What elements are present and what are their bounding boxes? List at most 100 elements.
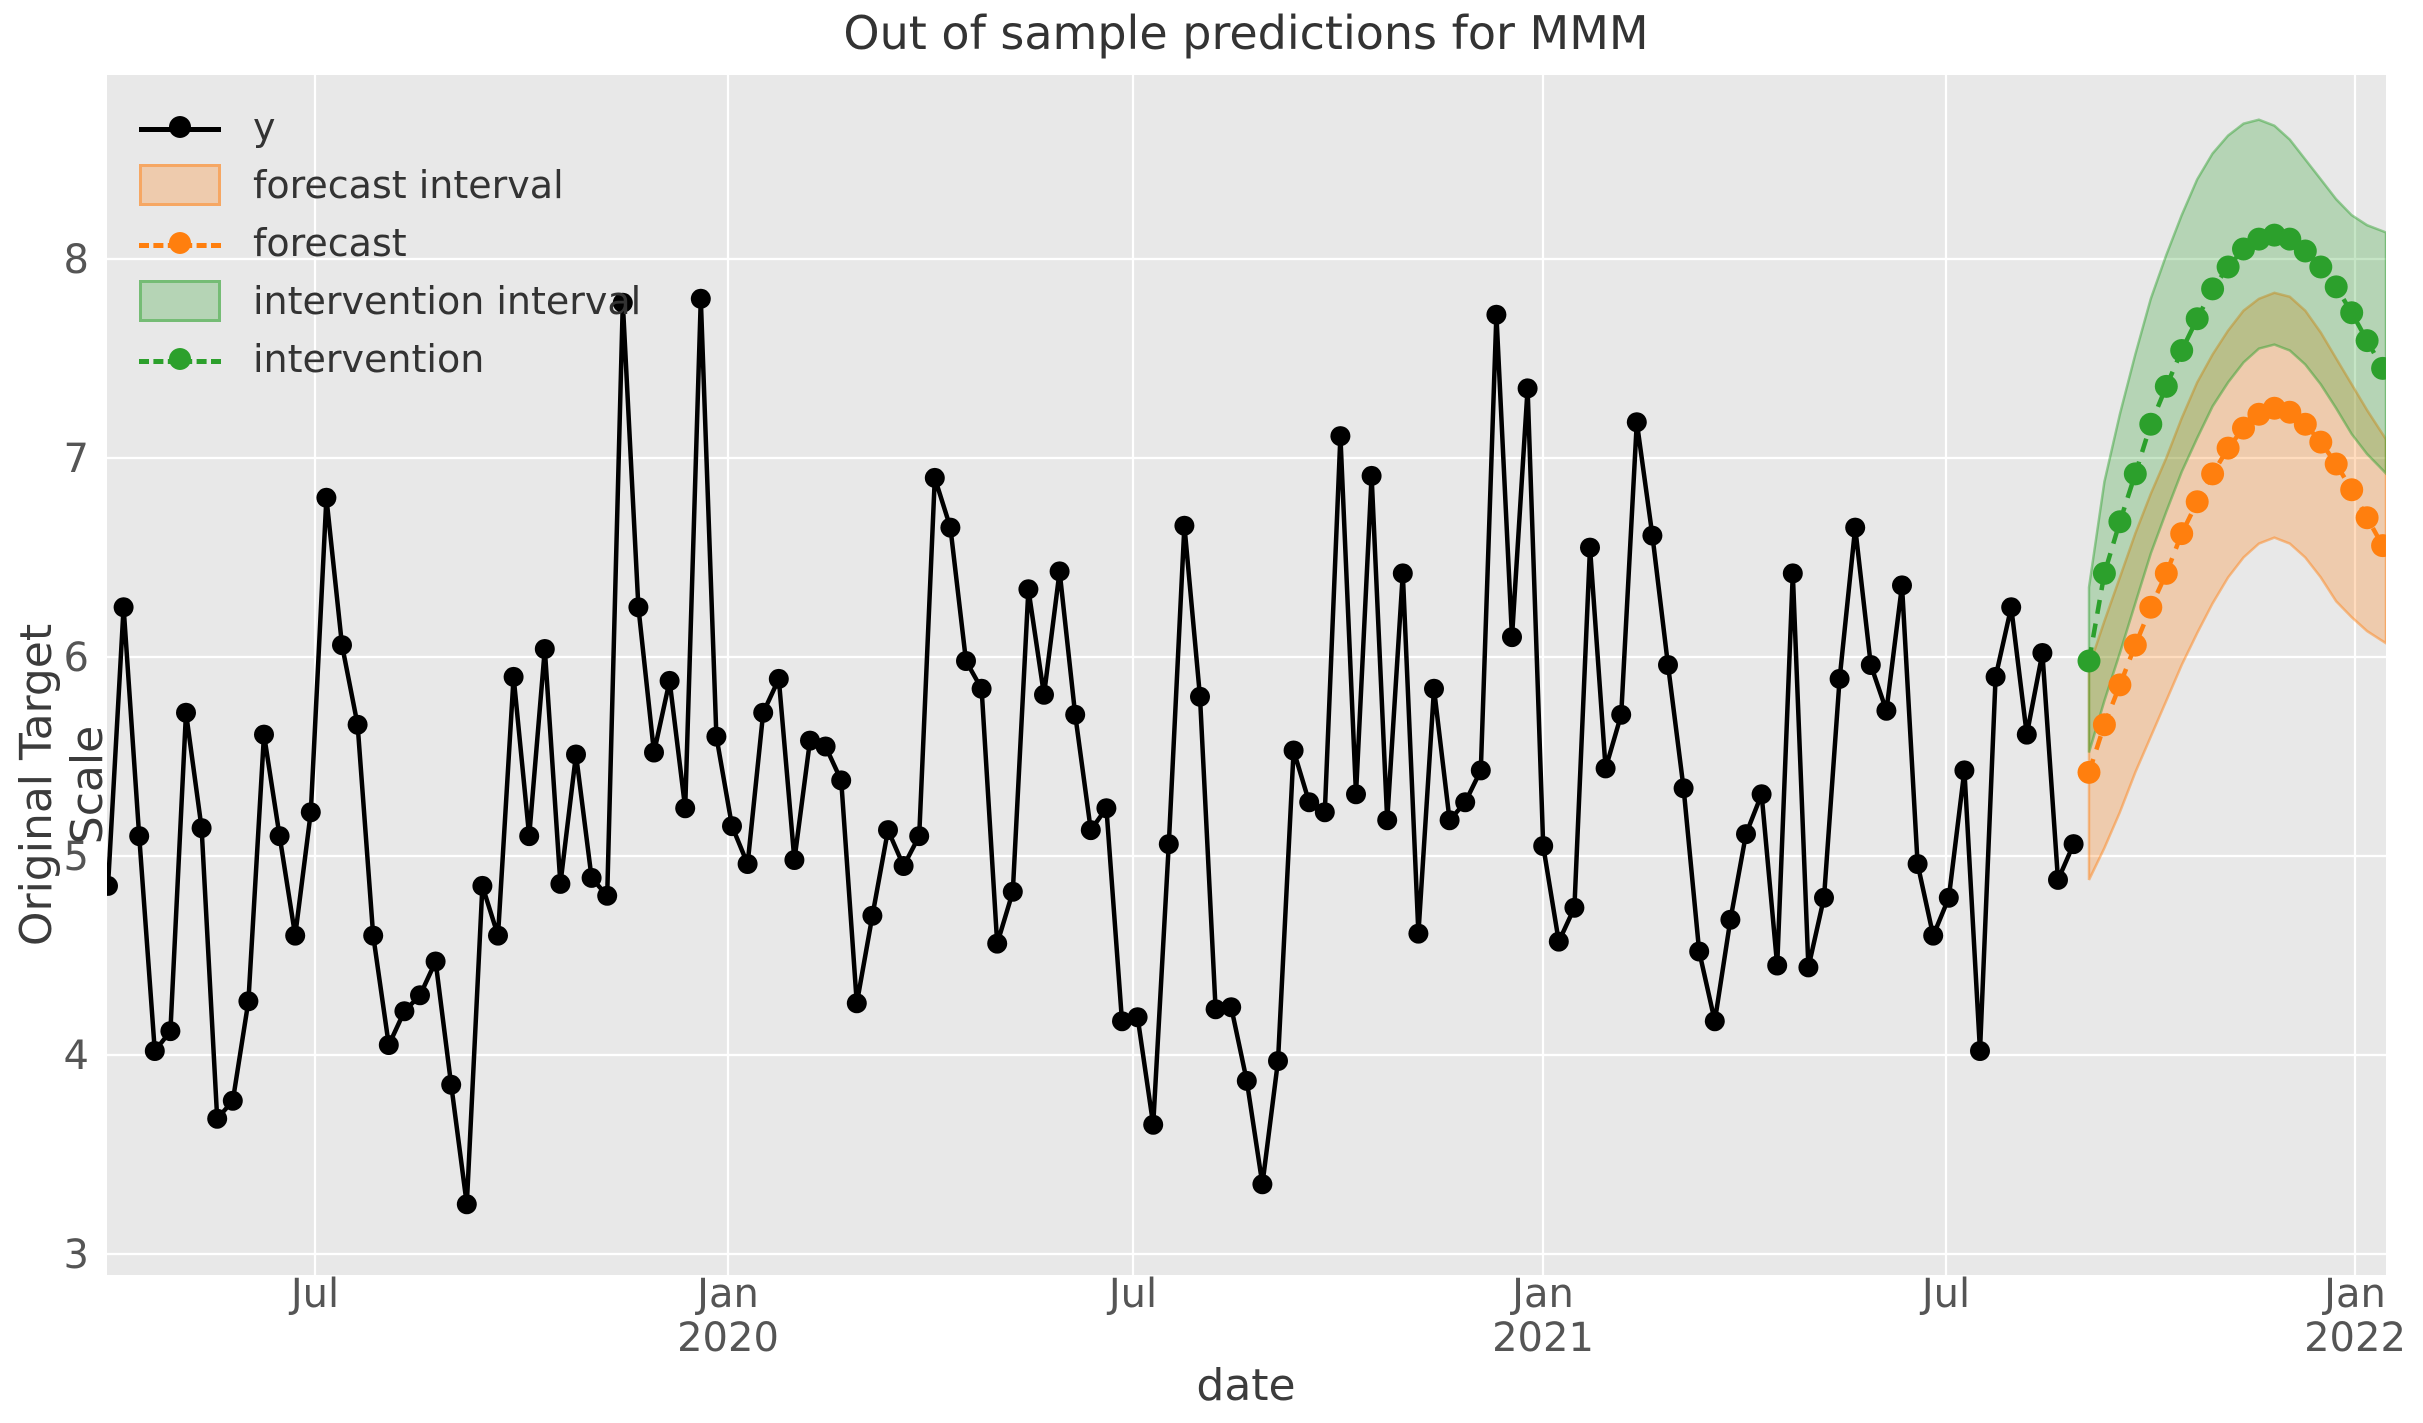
series-y-marker (113, 597, 134, 618)
series-y-marker (846, 993, 867, 1014)
series-forecast-marker (2232, 416, 2255, 440)
series-y-marker (456, 1194, 477, 1215)
series-y-marker (1439, 810, 1460, 831)
series-y-marker (768, 668, 789, 689)
series-y-marker (1876, 700, 1897, 721)
legend-band-swatch-icon (139, 156, 221, 214)
x-tick-label: Jul (288, 1271, 339, 1317)
series-forecast-marker (2278, 400, 2302, 424)
series-y-marker (472, 875, 493, 896)
series-y-marker (1346, 784, 1366, 805)
series-y-marker (1252, 1174, 1273, 1195)
series-forecast-marker (2324, 452, 2348, 476)
series-forecast-line (2086, 406, 2386, 774)
series-y-marker (722, 816, 742, 837)
legend-item-forecast: forecast (139, 214, 641, 272)
series-intervention-marker (2293, 239, 2317, 263)
series-y-marker (1611, 704, 1632, 725)
series-forecast-marker (2340, 478, 2364, 502)
series-y-marker (971, 678, 992, 699)
series-y-marker (1502, 627, 1522, 648)
series-intervention-marker (2139, 412, 2163, 436)
series-y-marker (566, 744, 586, 765)
x-tick-label: Jan (2321, 1271, 2386, 1317)
series-y-marker (1907, 854, 1928, 874)
x-tick-year-label: 2021 (1492, 1315, 1594, 1361)
series-intervention-marker (2340, 301, 2364, 325)
legend-line-swatch-icon (139, 330, 221, 388)
x-tick-year-label: 2020 (677, 1315, 779, 1361)
series-intervention-marker (2278, 227, 2302, 251)
series-intervention-marker (2371, 356, 2386, 380)
series-y-marker (737, 854, 758, 874)
x-tick-label: Jul (1106, 1271, 1157, 1317)
series-y-marker (1330, 426, 1351, 447)
series-y-marker (129, 826, 150, 847)
series-y-marker (1236, 1070, 1257, 1091)
series-y-marker (1112, 1011, 1132, 1032)
series-y-marker (2001, 597, 2022, 618)
series-forecast-marker (2123, 633, 2147, 657)
series-y-marker (1892, 575, 1912, 596)
y-tick-label: 7 (64, 436, 89, 482)
series-y-marker (581, 867, 602, 888)
series-y-marker (1642, 525, 1663, 546)
intervention-interval-band (2087, 118, 2386, 753)
series-y-marker (378, 1035, 399, 1055)
series-y-marker (1455, 792, 1476, 813)
series-y-marker (1970, 1041, 1990, 1061)
series-forecast-marker (2293, 412, 2317, 436)
y-axis-label: Original Target Scale (11, 623, 113, 947)
series-intervention-marker (2077, 649, 2101, 673)
series-forecast-marker (2371, 534, 2386, 558)
series-y-marker (1065, 704, 1086, 725)
y-tick-label: 8 (64, 237, 89, 283)
series-y-marker (1938, 887, 1959, 908)
legend-item-intervention: intervention (139, 330, 641, 388)
series-y-marker (1736, 824, 1756, 845)
legend-item-forecast-interval: forecast interval (139, 156, 641, 214)
series-y-marker (909, 826, 930, 847)
series-y-marker (1767, 955, 1788, 976)
series-y-marker (1782, 563, 1803, 584)
series-y-marker (1486, 304, 1507, 325)
series-y-marker (394, 1001, 415, 1022)
series-y-marker (176, 702, 196, 723)
series-y-marker (1049, 561, 1070, 582)
series-y-marker (363, 925, 384, 946)
series-forecast-marker (2077, 760, 2101, 784)
series-y-marker (441, 1074, 462, 1095)
series-y-marker (300, 802, 321, 823)
series-y-marker (1580, 537, 1600, 558)
series-y-marker (815, 736, 836, 757)
series-y-marker (612, 292, 633, 313)
series-y-marker (1221, 997, 1242, 1018)
series-forecast-marker (2139, 595, 2163, 619)
series-y-marker (862, 905, 883, 926)
series-intervention-marker (2324, 275, 2348, 299)
series-y-marker (1860, 655, 1881, 675)
series-y-marker (1314, 802, 1335, 823)
series-forecast-marker (2154, 561, 2178, 585)
series-y-marker (503, 666, 524, 687)
series-y-marker (347, 714, 368, 735)
series-y-marker (1034, 684, 1054, 705)
plot-layers (107, 118, 2386, 1215)
series-y-marker (207, 1108, 228, 1129)
series-intervention-marker (2170, 339, 2194, 362)
series-y-marker (1299, 792, 1320, 813)
x-tick-label: Jan (694, 1271, 759, 1317)
series-y-marker (800, 730, 820, 751)
series-y-marker (1985, 666, 2006, 687)
series-y-marker (956, 651, 976, 671)
series-intervention-marker (2092, 561, 2116, 585)
series-y-marker (1626, 412, 1647, 433)
series-y-marker (1564, 897, 1585, 918)
series-intervention-marker (2185, 307, 2209, 331)
series-y-marker (1268, 1051, 1288, 1071)
series-y-marker (1689, 941, 1710, 962)
series-y-marker (1673, 778, 1694, 799)
series-y-marker (254, 724, 274, 745)
series-intervention-marker (2201, 277, 2225, 301)
